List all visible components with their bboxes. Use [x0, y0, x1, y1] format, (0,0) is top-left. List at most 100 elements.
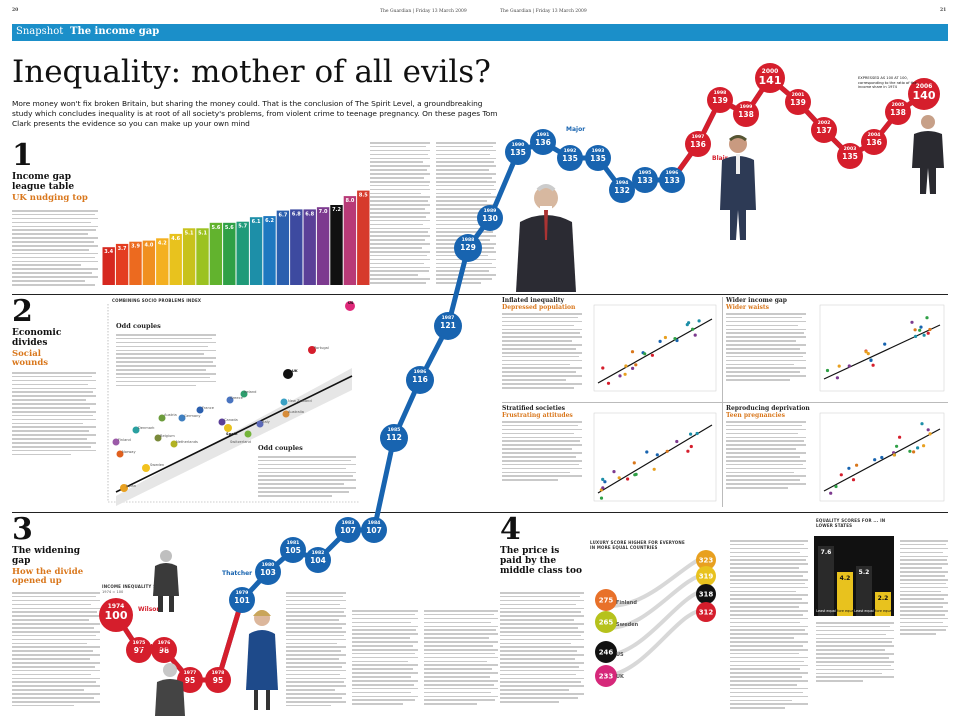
mini-dot [880, 455, 884, 460]
income-bar [263, 216, 276, 285]
mini-dot [624, 364, 628, 368]
gordon-brown-photo [912, 115, 944, 194]
section4-top-rule [500, 512, 948, 513]
timeline-year: 1980 [261, 563, 275, 568]
timeline-value: 107 [366, 526, 382, 535]
mini1-text [502, 313, 582, 397]
section-subtitle-1: UK nudging top [12, 193, 88, 203]
mini-dot [612, 470, 616, 474]
mini-dot [919, 325, 923, 329]
section-number-2: 2 [12, 294, 33, 329]
mini-dot [847, 466, 851, 470]
timeline-bubble-1992: 1992 135 [557, 145, 583, 171]
timeline-year: 2000 [761, 68, 779, 75]
income-gap-bar-chart: 3.4 3.7 3.9 4.0 4.2 4.6 5.1 5.1 5.6 5.6 5.7 6.1 6.2 6… [102, 190, 370, 285]
timeline-value: 95 [212, 676, 224, 685]
timeline-bubble-1974: 1974 100 [99, 598, 133, 632]
score-circle-value: 319 [699, 573, 714, 581]
income-bar-value: 5.7 [238, 224, 247, 230]
mini-dot [914, 334, 918, 338]
section-number-1: 1 [12, 138, 33, 173]
timeline-bubble-1993: 1993 135 [585, 145, 611, 171]
mini-dot [883, 342, 887, 346]
income-bar-value: 8.5 [359, 193, 368, 199]
section-title-1: Income gap league table [12, 172, 75, 192]
timeline-value: 135 [590, 154, 606, 163]
mini-dot [632, 461, 636, 465]
income-bar-value: 8.0 [345, 198, 354, 204]
mini-dot [892, 453, 896, 457]
section-title-3: The widening gap [12, 546, 81, 566]
country-dot [224, 424, 232, 432]
country-label-france: France [202, 406, 214, 410]
timeline-value: 130 [482, 214, 498, 223]
timeline-value: 136 [690, 140, 706, 149]
margaret-thatcher-photo [246, 610, 278, 710]
timeline-value: 107 [340, 526, 356, 535]
income-bar [290, 209, 303, 285]
timeline-value: 104 [310, 556, 326, 565]
right-top-rule [500, 294, 948, 295]
timeline-value: 121 [440, 321, 456, 330]
timeline-value: 105 [285, 546, 301, 555]
timeline-bubble-1991: 1991 136 [530, 129, 556, 155]
timeline-bubble-1986: 1986 116 [406, 366, 434, 394]
odd-couples-text-2 [258, 456, 356, 506]
timeline-year: 1984 [367, 521, 381, 526]
country-label-uk: UK [292, 369, 298, 373]
timeline-value: 116 [412, 375, 428, 384]
section3-column-2 [352, 610, 418, 714]
country-label-japan: Japan [126, 484, 137, 488]
mini-dot [926, 428, 930, 432]
country-label-portugal: Portugal [314, 346, 329, 350]
income-bar [276, 210, 290, 285]
timeline-value: 137 [816, 126, 832, 135]
mini-dot [675, 439, 679, 444]
mini-dot [626, 477, 630, 481]
timeline-year: 2001 [791, 93, 805, 98]
timeline-year: 1974 [107, 603, 125, 610]
timeline-year: 2003 [843, 147, 857, 152]
section-subtitle-3: How the divide opened up [12, 567, 84, 586]
s4-label-us: US [616, 652, 624, 658]
country-label-australia: Australia [288, 410, 304, 414]
country-label-belgium: Belgium [160, 434, 175, 438]
mini3-subtitle: Frustrating attitudes [502, 412, 573, 419]
timeline-value: 133 [637, 176, 653, 185]
section2-body-text [12, 372, 96, 472]
left-page-number: 20 [12, 8, 19, 13]
mini-dot [673, 337, 677, 341]
timeline-bubble-1988: 1988 129 [454, 234, 482, 262]
section4-body-text [500, 592, 584, 714]
mini-midrule [502, 402, 948, 403]
mini3-scatter [593, 412, 717, 502]
equality-bar [818, 546, 834, 616]
timeline-value: 135 [510, 148, 526, 157]
timeline-bubble-2005: 2005 138 [885, 99, 911, 125]
section4-column-2 [900, 540, 948, 714]
section3-top-rule [12, 512, 502, 513]
snapshot-banner: Snapshot The income gap [12, 24, 948, 41]
timeline-value: 95 [184, 676, 196, 685]
mini-dot [665, 449, 669, 453]
mini-dot [837, 364, 841, 368]
timeline-value: 136 [866, 138, 882, 147]
mini-dot [922, 333, 926, 337]
country-label-austria: Austria [164, 413, 177, 417]
section2-top-rule [12, 294, 502, 295]
mini-dot [898, 435, 902, 439]
timeline-note: EXPRESSED AS 100 AT 100, corresponding t… [858, 76, 917, 90]
mini-dot [631, 366, 635, 370]
timeline-bubble-2003: 2003 135 [837, 143, 863, 169]
mini-dot [869, 358, 873, 362]
equality-bar-value: 7.6 [821, 549, 832, 556]
timeline-year: 1981 [286, 541, 300, 546]
timeline-value: 129 [460, 243, 476, 252]
equality-bar-label: More equal [836, 609, 855, 613]
equality-bar-value: 5.2 [859, 569, 870, 576]
income-bar-value: 7.2 [332, 207, 341, 213]
country-label-spain: Spain [226, 432, 238, 436]
mini-dot [910, 320, 914, 324]
mini-dot [689, 444, 693, 449]
jim-callaghan-photo [155, 663, 185, 716]
